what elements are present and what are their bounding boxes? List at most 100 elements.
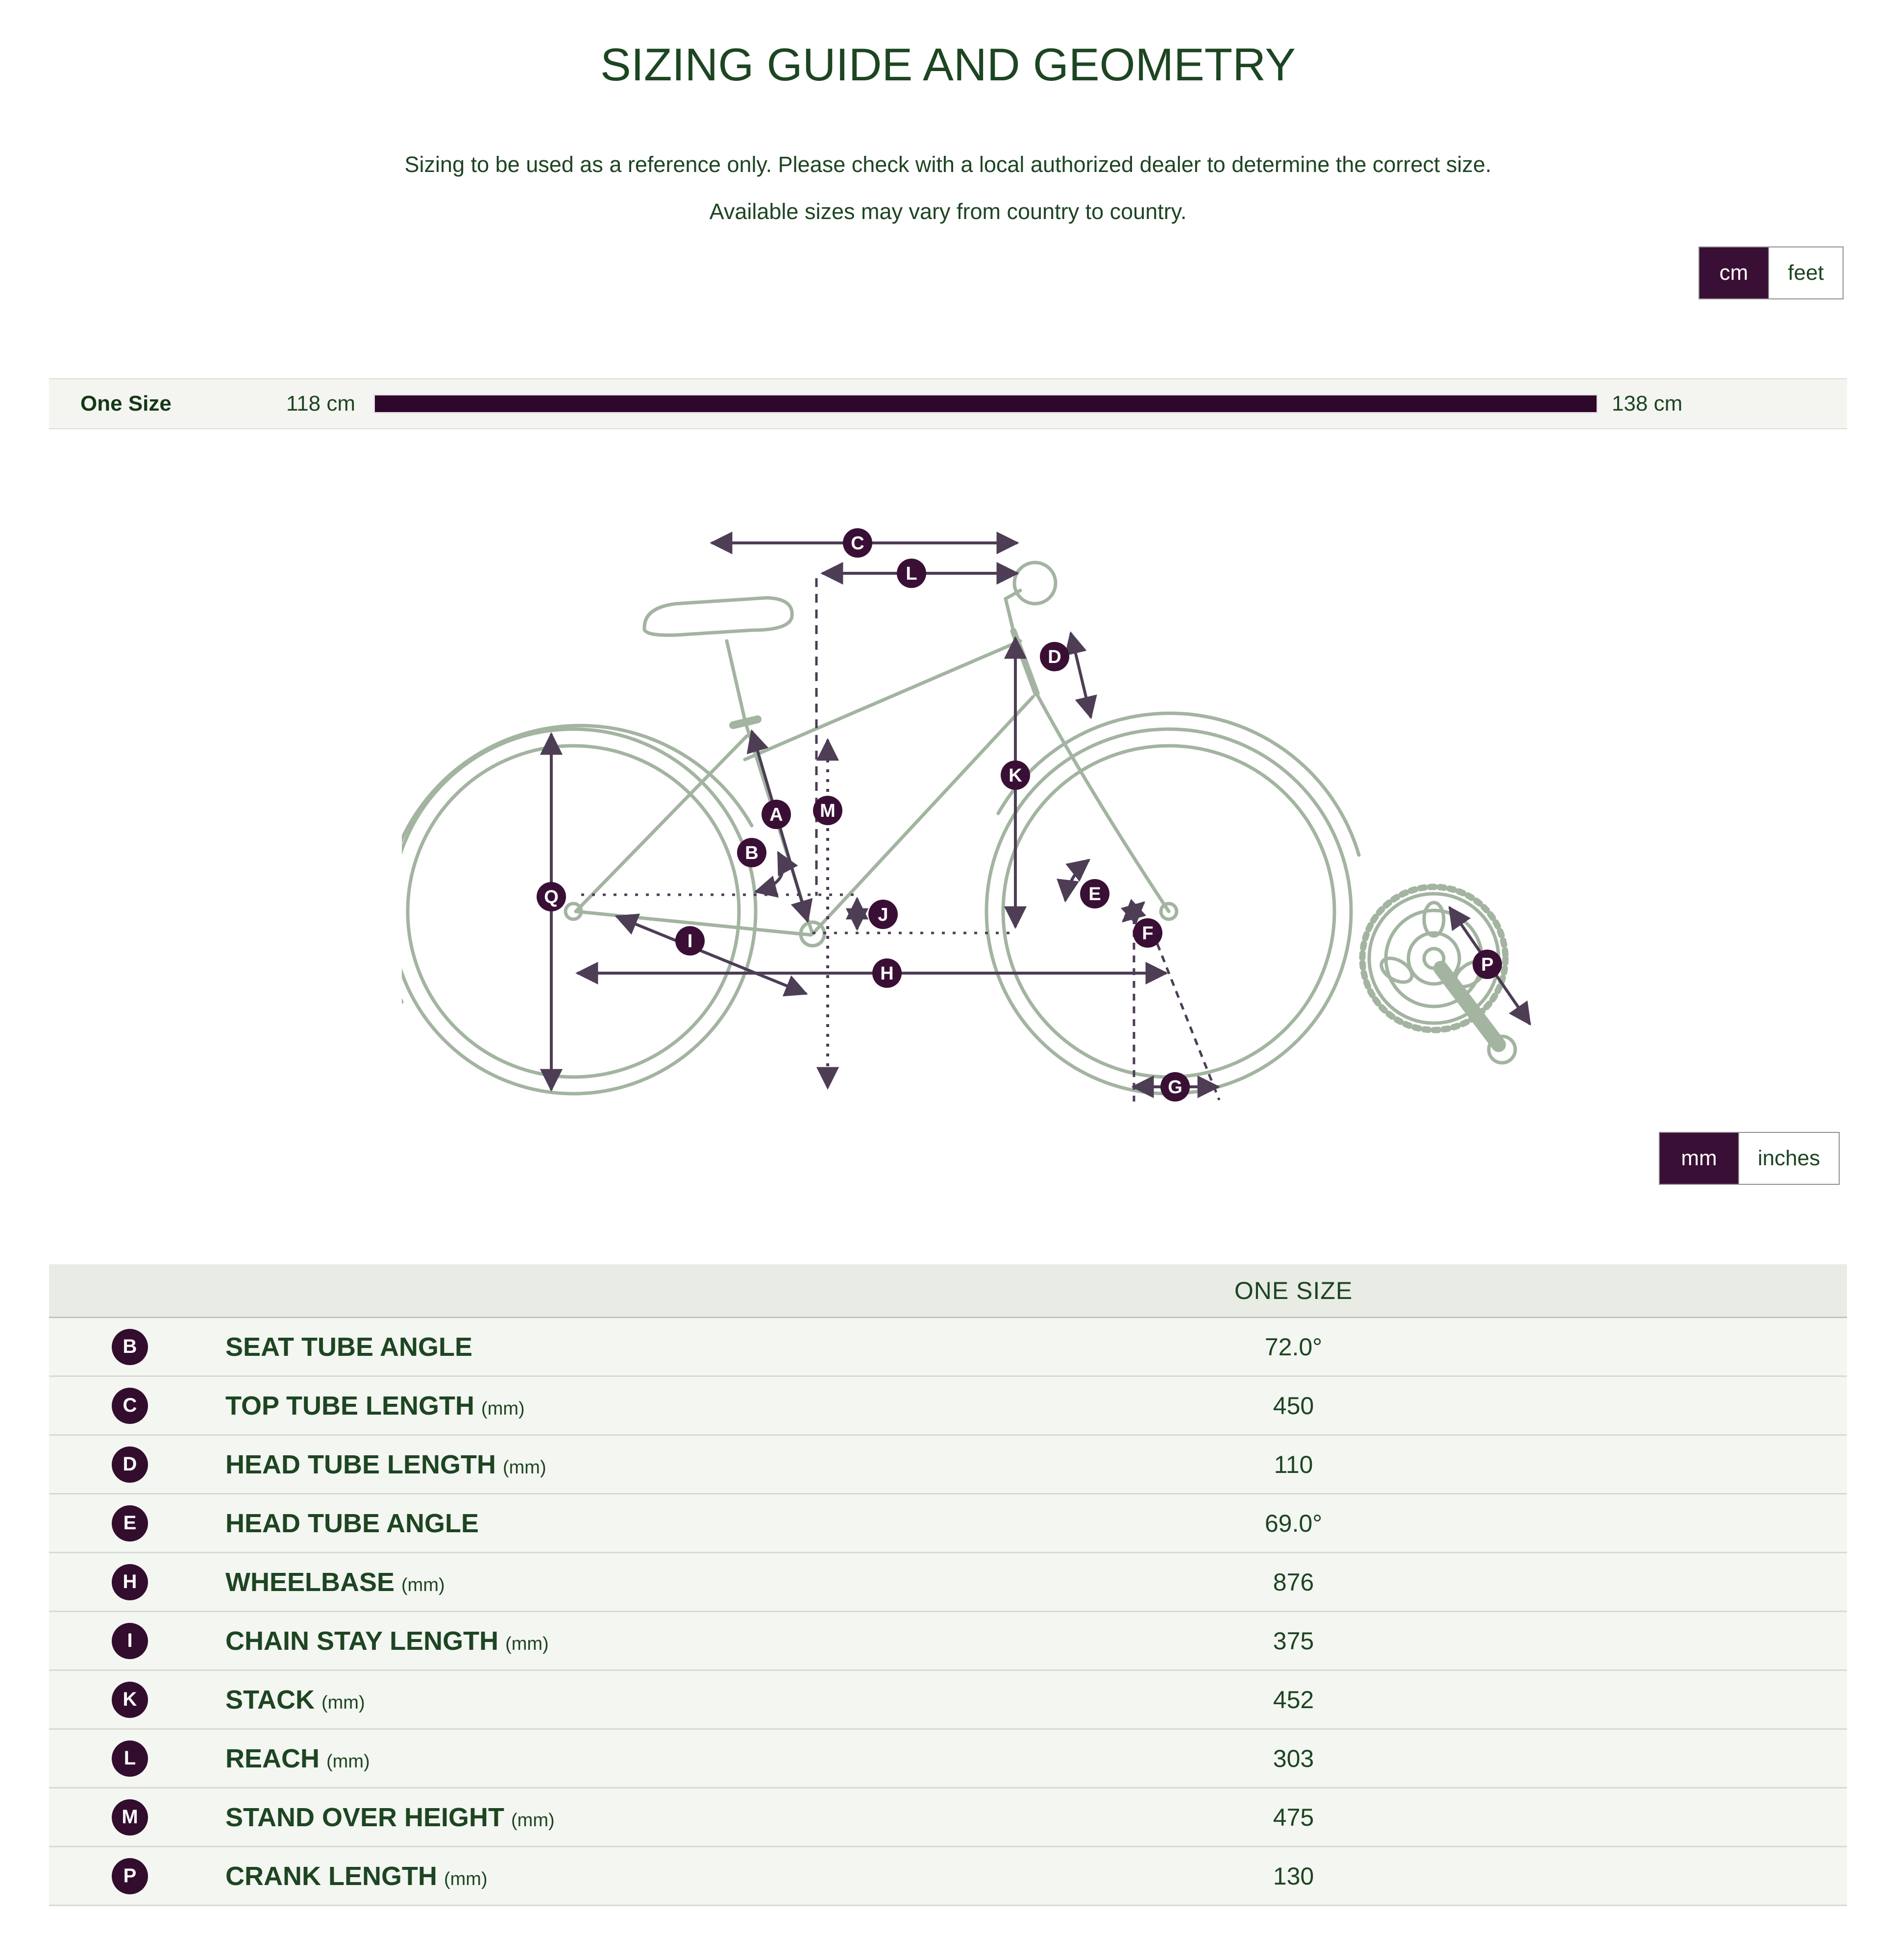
svg-text:H: H xyxy=(880,963,893,984)
size-range-row: One Size 118 cm 138 cm xyxy=(49,378,1847,429)
angle-arc-b xyxy=(754,851,798,898)
measure-line-i xyxy=(615,913,808,997)
table-row: P CRANK LENGTH (mm) 130 xyxy=(49,1847,1847,1906)
row-value: 452 xyxy=(1273,1686,1314,1714)
row-label: STAND OVER HEIGHT (mm) xyxy=(225,1802,555,1832)
table-row: M STAND OVER HEIGHT (mm) 475 xyxy=(49,1788,1847,1847)
row-value: 303 xyxy=(1273,1744,1314,1772)
handlebar-grip xyxy=(1012,561,1058,606)
diagram-marker-j: J xyxy=(868,900,898,929)
table-row: E HEAD TUBE ANGLE 69.0° xyxy=(49,1494,1847,1553)
row-value: 110 xyxy=(1274,1450,1313,1478)
row-letter-badge: B xyxy=(112,1328,148,1365)
row-letter-badge: D xyxy=(112,1446,148,1483)
table-body: B SEAT TUBE ANGLE 72.0° C TOP TUBE LENGTH (mm… xyxy=(49,1318,1847,1906)
diagram-marker-d: D xyxy=(1040,642,1069,671)
diagram-marker-q: Q xyxy=(537,882,566,911)
front-fender xyxy=(996,711,1361,857)
row-label: WHEELBASE (mm) xyxy=(225,1567,445,1597)
size-range-min: 118 cm xyxy=(286,392,356,416)
svg-text:K: K xyxy=(1009,765,1022,786)
table-row: C TOP TUBE LENGTH (mm) 450 xyxy=(49,1377,1847,1436)
row-label: HEAD TUBE ANGLE xyxy=(225,1508,479,1538)
toggle-option-mm[interactable]: mm xyxy=(1660,1133,1738,1184)
top-tube xyxy=(743,639,1022,761)
svg-text:A: A xyxy=(769,805,783,825)
table-row: K STACK (mm) 452 xyxy=(49,1671,1847,1730)
row-label: STACK (mm) xyxy=(225,1685,365,1715)
toggle-option-inches[interactable]: inches xyxy=(1738,1133,1839,1184)
measure-line-f xyxy=(1121,899,1146,925)
svg-text:M: M xyxy=(820,801,836,821)
seat-post xyxy=(725,639,747,724)
size-range-bar xyxy=(373,394,1598,414)
diagram-marker-i: I xyxy=(675,926,705,956)
diagram-marker-g: G xyxy=(1160,1072,1190,1102)
bike-outline xyxy=(402,561,1517,1096)
svg-text:J: J xyxy=(878,905,888,925)
row-value: 876 xyxy=(1273,1568,1314,1596)
row-label: CRANK LENGTH (mm) xyxy=(225,1861,488,1891)
diagram-marker-l: L xyxy=(897,559,926,588)
table-row: B SEAT TUBE ANGLE 72.0° xyxy=(49,1318,1847,1377)
diagram-marker-b: B xyxy=(737,838,766,867)
row-value: 375 xyxy=(1273,1627,1314,1655)
diagram-marker-m: M xyxy=(813,796,842,825)
diagram-marker-h: H xyxy=(872,958,902,988)
row-value: 130 xyxy=(1273,1862,1314,1890)
steering-axis-dashed xyxy=(1151,931,1221,1101)
row-label: REACH (mm) xyxy=(225,1743,370,1773)
svg-text:G: G xyxy=(1168,1077,1182,1098)
measure-line-d xyxy=(1064,631,1097,719)
geometry-diagram: C L D K M AB Q J I H E F G P xyxy=(402,528,1531,1102)
diagram-marker-p: P xyxy=(1473,950,1502,979)
measure-unit-toggle: mm inches xyxy=(1659,1132,1840,1185)
angle-arc-e xyxy=(1057,858,1091,903)
diagram-marker-f: F xyxy=(1133,918,1162,948)
saddle xyxy=(642,596,794,637)
page-title: SIZING GUIDE AND GEOMETRY xyxy=(600,39,1296,90)
toggle-option-feet[interactable]: feet xyxy=(1768,247,1843,298)
svg-text:I: I xyxy=(688,931,693,952)
rear-fender xyxy=(402,724,754,1004)
table-row: I CHAIN STAY LENGTH (mm) 375 xyxy=(49,1612,1847,1671)
row-letter-badge: H xyxy=(112,1564,148,1600)
svg-text:L: L xyxy=(906,564,917,584)
seat-stay xyxy=(574,734,749,913)
down-tube xyxy=(811,695,1035,936)
row-value: 475 xyxy=(1273,1803,1314,1831)
size-range-max: 138 cm xyxy=(1612,392,1683,416)
svg-text:F: F xyxy=(1142,923,1153,944)
size-name: One Size xyxy=(80,392,172,416)
row-label: CHAIN STAY LENGTH (mm) xyxy=(225,1626,549,1656)
row-letter-badge: L xyxy=(112,1740,148,1777)
row-label: SEAT TUBE ANGLE xyxy=(225,1332,473,1362)
row-value: 450 xyxy=(1273,1392,1314,1420)
subtitle-line-1: Sizing to be used as a reference only. P… xyxy=(404,152,1492,177)
row-letter-badge: P xyxy=(112,1858,148,1894)
table-header-row: ONE SIZE xyxy=(49,1264,1847,1318)
geometry-table: ONE SIZE B SEAT TUBE ANGLE 72.0° C TOP TUBE … xyxy=(49,1264,1847,1906)
svg-text:E: E xyxy=(1088,884,1101,905)
row-label: TOP TUBE LENGTH (mm) xyxy=(225,1391,525,1421)
svg-text:B: B xyxy=(745,843,758,863)
diagram-marker-c: C xyxy=(843,528,872,558)
rear-wheel-rim xyxy=(406,744,741,1079)
table-row: L REACH (mm) 303 xyxy=(49,1730,1847,1788)
toggle-option-cm[interactable]: cm xyxy=(1699,247,1768,298)
head-tube xyxy=(1010,628,1040,697)
svg-text:P: P xyxy=(1481,955,1493,975)
height-unit-toggle: cm feet xyxy=(1699,246,1844,299)
diagram-marker-k: K xyxy=(1001,760,1030,790)
diagram-marker-e: E xyxy=(1080,879,1109,908)
svg-text:D: D xyxy=(1048,647,1061,667)
svg-text:Q: Q xyxy=(544,887,559,907)
column-header-one-size: ONE SIZE xyxy=(1234,1276,1353,1304)
row-value: 69.0° xyxy=(1264,1509,1323,1537)
row-letter-badge: I xyxy=(112,1622,148,1659)
row-letter-badge: C xyxy=(112,1387,148,1424)
page-subtitle: Sizing to be used as a reference only. P… xyxy=(0,141,1896,235)
row-value: 72.0° xyxy=(1264,1333,1323,1361)
front-hub xyxy=(1159,902,1179,921)
